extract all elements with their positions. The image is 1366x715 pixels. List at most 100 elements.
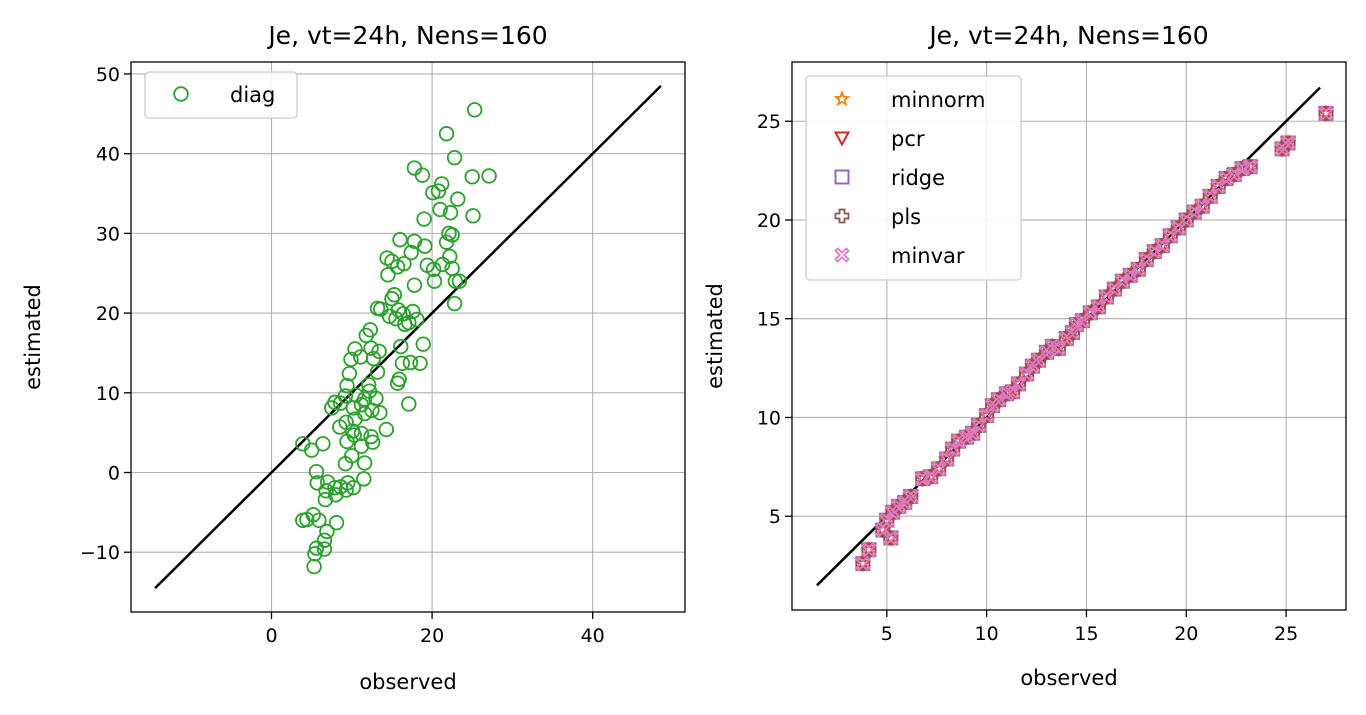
data-point-diag — [316, 532, 333, 548]
y-tick-label: 20 — [757, 210, 781, 232]
y-tick-label: 0 — [108, 463, 120, 485]
data-point-minvar — [1106, 281, 1123, 297]
data-point-diag — [337, 456, 354, 472]
chart-right-legend: minnorm pcr ridge pls minvar — [805, 75, 1022, 281]
chart-left: Je, vt=24h, Nens=160 0 20 40 −10 0 10 20 30 40 50… — [21, 21, 686, 694]
data-point-diag — [450, 191, 466, 207]
data-point-minvar — [914, 470, 931, 487]
legend-minvar-marker — [834, 247, 850, 263]
data-point-diag — [360, 377, 377, 393]
legend-ridge-label: ridge — [891, 166, 945, 190]
data-point-minvar — [1226, 166, 1242, 183]
chart-left-ylabel: estimated — [21, 284, 45, 390]
legend-diag-label: diag — [230, 83, 275, 107]
data-point-minvar — [1074, 312, 1091, 329]
data-point-diag — [319, 523, 335, 540]
data-point-minvar — [861, 541, 877, 558]
chart-left-legend-box — [144, 71, 298, 119]
data-point-diag — [347, 411, 363, 427]
data-point-pls — [1130, 261, 1146, 277]
minvar-legend-glyph — [834, 247, 850, 263]
data-point-pls — [939, 451, 955, 467]
data-point-diag — [438, 126, 455, 142]
data-point-diag — [425, 185, 441, 201]
chart-right-ticks: 5 10 15 20 25 5 10 15 20 25 — [757, 111, 1298, 645]
data-point-pls — [1091, 299, 1106, 315]
data-point-pls — [1234, 161, 1250, 177]
data-point-pls — [931, 461, 947, 477]
data-point-diag — [364, 402, 380, 419]
data-point-minvar — [883, 530, 899, 546]
data-point-pls — [855, 556, 871, 571]
data-point-minvar — [1146, 243, 1163, 260]
chart-right-markers — [854, 104, 1335, 573]
legend-pcr-label: pcr — [891, 127, 925, 151]
data-point-diag — [394, 355, 411, 372]
data-point-diag — [406, 160, 423, 176]
data-point-diag — [343, 351, 359, 368]
data-point-diag — [465, 208, 481, 224]
data-point-minvar — [990, 391, 1007, 408]
data-point-diag — [414, 167, 431, 183]
data-point-diag — [447, 273, 464, 289]
data-point-diag — [442, 204, 459, 221]
data-point-pls — [883, 530, 899, 546]
data-point-minvar — [978, 407, 995, 424]
data-point-minvar — [891, 498, 907, 515]
chart-left-legend: diag — [144, 71, 298, 119]
legend-pls-label: pls — [891, 205, 921, 229]
data-point-diag — [309, 475, 325, 491]
data-point-pls — [915, 471, 931, 487]
data-point-pls — [861, 542, 877, 558]
data-point-minvar — [855, 555, 871, 572]
data-point-pls — [951, 433, 967, 449]
data-point-pls — [1202, 188, 1218, 204]
data-point-diag — [356, 455, 373, 471]
data-point-diag — [403, 244, 419, 261]
data-point-minvar — [1138, 251, 1155, 268]
data-point-minvar — [970, 417, 987, 434]
data-point-pls — [897, 494, 913, 510]
x-tick-label: 20 — [420, 625, 444, 647]
data-point-pls — [985, 398, 1001, 414]
legend-minnorm-marker — [833, 90, 851, 107]
data-point-diag — [339, 433, 355, 450]
data-point-pls — [1039, 344, 1054, 360]
x-tick-label: 20 — [1174, 623, 1198, 645]
data-point-diag — [432, 201, 448, 218]
pcr-legend-glyph — [833, 131, 851, 147]
data-point-pls — [1011, 376, 1026, 392]
chart-left-reference-line — [154, 85, 662, 589]
chart-right-plot-frame — [791, 61, 1347, 611]
y-tick-label: 25 — [757, 111, 781, 133]
data-point-minvar — [1154, 237, 1171, 254]
data-point-minvar — [1130, 261, 1147, 278]
data-point-diag — [384, 253, 400, 269]
data-point-diag — [425, 261, 442, 277]
y-tick-label: 10 — [96, 383, 120, 405]
chart-right-title: Je, vt=24h, Nens=160 — [927, 21, 1208, 50]
data-point-minvar — [1202, 188, 1219, 205]
minnorm-legend-glyph — [833, 90, 851, 107]
data-point-diag — [415, 336, 431, 352]
data-point-minvar — [1114, 273, 1131, 289]
data-point-minvar — [1050, 340, 1067, 357]
data-point-pls — [1274, 141, 1290, 157]
y-tick-label: 10 — [757, 407, 781, 429]
data-point-diag — [397, 316, 413, 332]
y-tick-label: 20 — [96, 303, 120, 325]
chart-left-markers — [295, 102, 497, 575]
legend-pcr-marker — [833, 131, 851, 147]
data-point-minvar — [1218, 170, 1234, 187]
data-point-pls — [903, 489, 919, 504]
data-point-minvar — [1210, 178, 1227, 195]
data-point-minvar — [1186, 204, 1203, 220]
data-point-diag — [426, 273, 443, 289]
data-point-minvar — [1082, 305, 1099, 321]
data-point-pls — [1280, 135, 1296, 151]
data-point-pls — [885, 504, 901, 520]
data-point-pls — [1025, 358, 1040, 374]
data-point-minvar — [1098, 289, 1115, 305]
data-point-minvar — [950, 433, 967, 449]
data-point-pls — [1218, 171, 1234, 186]
